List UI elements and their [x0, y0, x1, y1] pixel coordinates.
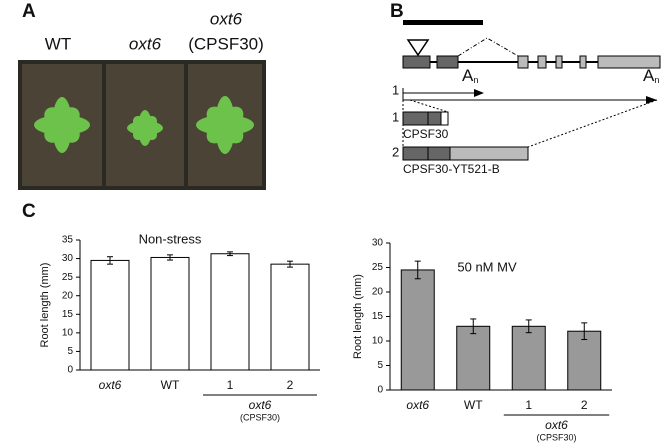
genotype-label: oxt6: [210, 9, 243, 28]
panel-label: A: [22, 1, 36, 22]
y-tick-label: 15: [372, 311, 384, 322]
y-tick-label: 25: [62, 272, 74, 283]
x-tick-label: WT: [161, 378, 180, 392]
panel-label: C: [22, 201, 36, 222]
y-tick-label: 30: [372, 238, 384, 249]
group-sublabel: (CPSF30): [240, 412, 280, 422]
polya-sub: n: [473, 75, 478, 85]
bar: [150, 256, 190, 371]
y-tick-label: 20: [62, 290, 74, 301]
polya: A: [643, 66, 655, 85]
y-tick-label: 35: [62, 235, 74, 246]
group-sublabel: (CPSF30): [536, 432, 576, 442]
genotype-label: WT: [45, 34, 71, 53]
x-tick-label: 2: [287, 378, 294, 392]
y-tick-label: 10: [372, 336, 384, 347]
group-label: oxt6: [249, 398, 272, 412]
protein-label: 1: [392, 109, 399, 124]
protein-label: 2: [392, 144, 399, 159]
genotype-label: oxt6: [129, 34, 162, 53]
plant-photo: [18, 60, 266, 190]
x-tick-label: 1: [227, 378, 234, 392]
y-tick-label: 5: [67, 346, 73, 357]
group-label: oxt6: [545, 418, 568, 432]
gene-diagram: [402, 20, 661, 161]
y-axis-label: Root length (mm): [39, 263, 51, 348]
y-axis-label: Root length (mm): [352, 274, 364, 359]
bar: [456, 325, 491, 391]
protein-name: CPSF30-YT521-B: [403, 162, 500, 176]
y-tick-label: 10: [62, 327, 74, 338]
y-tick-label: 5: [377, 360, 383, 371]
bar: [511, 325, 546, 391]
polya: A: [462, 66, 474, 85]
y-tick-label: 0: [377, 385, 383, 396]
chart-title: 50 nM MV: [457, 259, 517, 274]
protein-name: CPSF30: [403, 127, 449, 141]
transcript-label: 1: [392, 82, 399, 97]
bar: [90, 259, 130, 371]
chart-title: Non-stress: [139, 231, 202, 246]
x-tick-label: WT: [464, 398, 483, 412]
x-tick-label: 1: [525, 398, 532, 412]
y-tick-label: 20: [372, 287, 384, 298]
x-tick-label: oxt6: [406, 398, 429, 412]
y-tick-label: 15: [62, 309, 74, 320]
bar: [400, 269, 435, 391]
polya-sub: n: [654, 75, 659, 85]
bar: [567, 330, 602, 391]
polya-label: An: [643, 66, 659, 85]
y-tick-label: 30: [62, 253, 74, 264]
x-tick-label: 2: [581, 398, 588, 412]
y-tick-label: 25: [372, 262, 384, 273]
genotype-label: (CPSF30): [188, 34, 264, 53]
bar: [270, 263, 310, 371]
x-tick-label: oxt6: [99, 378, 122, 392]
bar: [210, 253, 250, 371]
y-tick-label: 0: [67, 365, 73, 376]
polya-label: An: [462, 66, 478, 85]
panel-label: B: [390, 1, 404, 22]
